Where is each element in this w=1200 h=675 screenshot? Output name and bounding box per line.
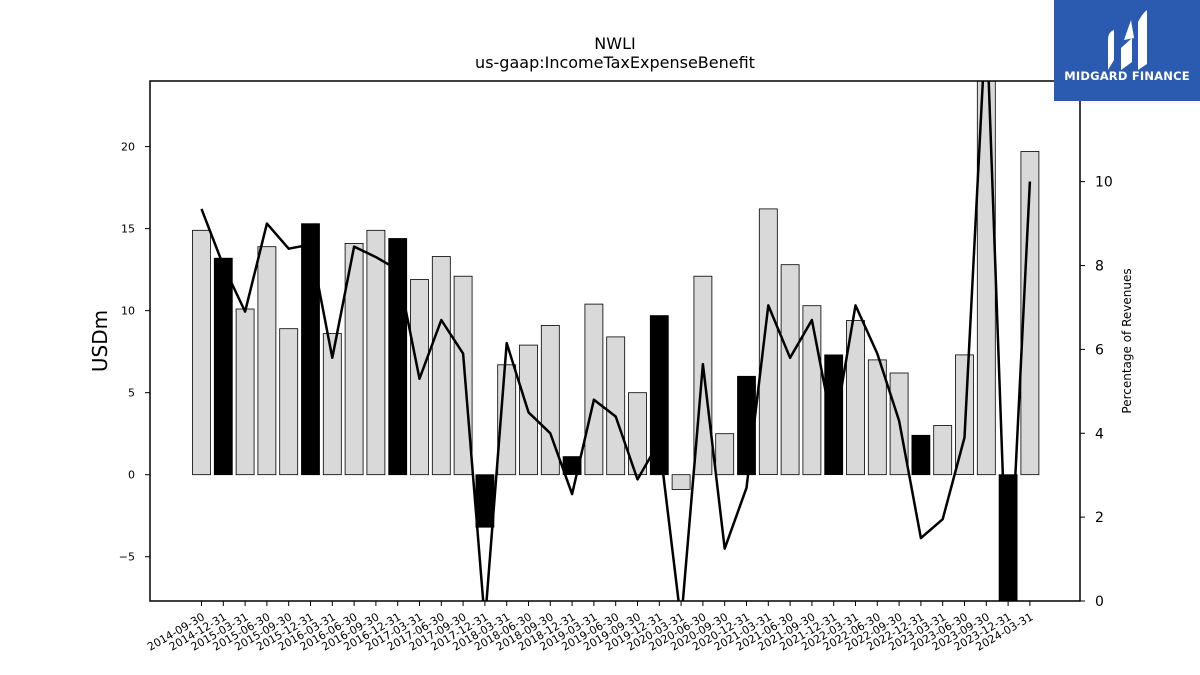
bar-2014-12-31: [213, 257, 233, 476]
bar-2020-03-31: [671, 474, 691, 490]
axes: −50510152002468102014-09-302014-12-31201…: [119, 141, 1113, 654]
bar-2015-06-30: [257, 246, 277, 476]
bar-2019-12-31: [649, 315, 669, 476]
bar-2024-03-31: [1020, 151, 1040, 476]
logo-text: MIDGARD FINANCE: [1064, 69, 1190, 83]
logo: MIDGARD FINANCE: [1054, 0, 1200, 101]
y2-tick-label: 2: [1095, 510, 1104, 526]
y-tick-label: −5: [119, 551, 135, 564]
y-tick-label: 5: [128, 387, 135, 400]
bar-2021-12-31: [824, 354, 844, 475]
bar-2016-06-30: [344, 242, 364, 476]
bar-2021-03-31: [758, 208, 778, 476]
plot-area: [192, 81, 1040, 601]
plot-frame: [149, 80, 1081, 602]
y-tick-label: 10: [121, 305, 135, 318]
bar-2020-09-30: [715, 433, 735, 476]
y2-tick-label: 4: [1095, 426, 1104, 442]
bar-2022-12-31: [911, 434, 931, 476]
y2-axis-label: Percentage of Revenues: [1120, 268, 1134, 413]
y-axis-label: USDm: [88, 310, 112, 372]
y-tick-label: 15: [121, 223, 135, 236]
y-tick-label: 0: [128, 469, 135, 482]
y2-tick-label: 6: [1095, 342, 1104, 358]
bar-2016-03-31: [322, 333, 342, 476]
bar-2015-09-30: [279, 328, 299, 476]
y-tick-label: 20: [121, 141, 135, 154]
bar-2018-09-30: [540, 324, 560, 476]
chart-subtitle: us-gaap:IncomeTaxExpenseBenefit: [475, 53, 755, 72]
bar-2017-12-31: [475, 474, 495, 528]
bar-2022-03-31: [846, 320, 865, 476]
bar-2014-09-30: [192, 229, 211, 476]
bar-2019-03-31: [584, 303, 604, 476]
bar-2019-09-30: [628, 392, 647, 476]
bar-2017-09-30: [453, 275, 473, 476]
bar-2017-06-30: [431, 256, 451, 476]
y2-tick-label: 8: [1095, 259, 1104, 275]
logo-mark-icon: [1108, 10, 1147, 70]
bar-2016-09-30: [366, 229, 386, 476]
y2-tick-label: 10: [1095, 175, 1113, 191]
bar-2021-06-30: [780, 264, 800, 476]
bar-2015-03-31: [235, 308, 255, 476]
chart-title: NWLI: [594, 34, 635, 53]
y2-tick-label: 0: [1095, 594, 1104, 610]
bar-2019-06-30: [606, 336, 626, 476]
bar-2022-06-30: [867, 359, 887, 476]
bar-2015-12-31: [301, 223, 320, 476]
percentage-line: [200, 81, 1032, 601]
bar-2023-03-31: [933, 425, 953, 476]
